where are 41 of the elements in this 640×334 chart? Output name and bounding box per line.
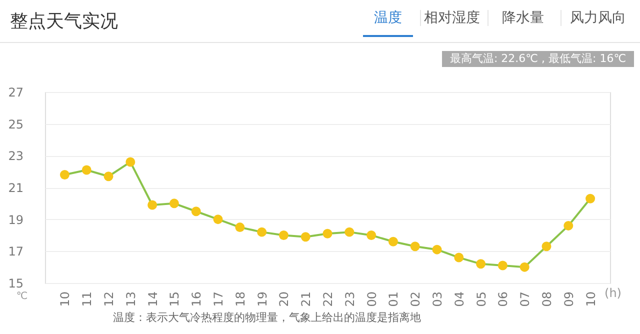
x-tick-label: 20	[277, 292, 292, 307]
y-tick-label: 25	[8, 117, 24, 132]
x-tick-label: 19	[255, 292, 270, 307]
x-tick-label: 05	[474, 292, 488, 307]
x-tick-label: 07	[518, 292, 532, 307]
x-tick-label: 12	[102, 292, 116, 307]
x-tick-label: 08	[540, 292, 554, 307]
x-tick-label: 21	[299, 292, 314, 307]
chart-title: 整点天气实况	[10, 11, 118, 32]
text: 温度：表示大气冷热程度的物理量，气象上给出的温度是指离地	[113, 311, 421, 324]
y-tick-label: 23	[8, 149, 24, 164]
x-tick-label: 06	[496, 292, 510, 307]
x-tick-label: 02	[408, 292, 423, 307]
text: 降水量	[502, 10, 544, 26]
text: 风力风向	[570, 10, 626, 26]
x-tick-label: 10	[584, 292, 598, 307]
y-axis-title: ℃	[16, 291, 28, 302]
x-tick-label: 16	[190, 292, 204, 307]
x-tick-label: 14	[146, 292, 160, 307]
x-tick-label: 18	[233, 292, 248, 307]
x-tick-label: 17	[212, 292, 226, 307]
y-tick-label: 17	[8, 244, 24, 259]
x-tick-label: 22	[321, 292, 335, 307]
x-tick-label: 13	[124, 292, 138, 307]
text: 温度	[374, 10, 402, 26]
text: 最高气温: 22.6℃ , 最低气温: 16℃	[450, 52, 626, 65]
x-tick-label: 10	[58, 292, 72, 307]
y-tick-label: 15	[8, 276, 24, 290]
y-tick-label: 19	[8, 212, 24, 227]
x-tick-label: 04	[452, 292, 466, 307]
x-tick-label: 00	[364, 292, 379, 307]
text: 相对湿度	[424, 10, 480, 26]
x-tick-label: 23	[342, 292, 357, 307]
x-axis-title: (h)	[604, 286, 622, 300]
x-tick-label: 01	[386, 292, 401, 307]
y-tick-label: 27	[8, 86, 24, 100]
x-tick-label: 11	[80, 292, 94, 307]
x-tick-label: 09	[562, 292, 576, 307]
y-tick-label: 21	[8, 181, 24, 195]
x-tick-label: 03	[430, 292, 444, 307]
x-tick-label: 15	[168, 292, 182, 307]
